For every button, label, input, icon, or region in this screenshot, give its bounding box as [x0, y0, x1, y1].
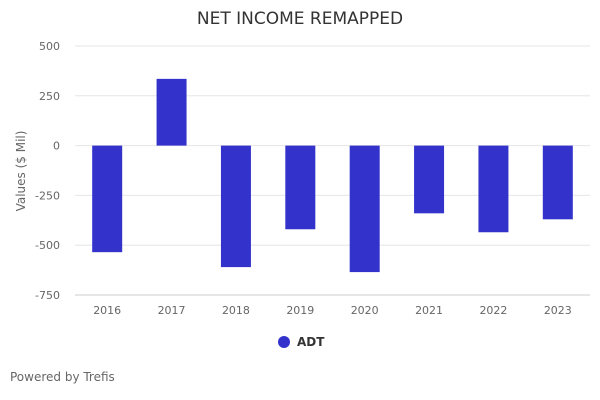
- y-axis-ticks: 500 250 0 -250 -500 -750: [35, 40, 60, 302]
- powered-by-credit[interactable]: Powered by Trefis: [10, 370, 115, 384]
- bar-2019[interactable]: [285, 145, 316, 230]
- gridlines: [75, 45, 590, 246]
- y-tick-label: 0: [53, 140, 60, 153]
- y-tick-label: -750: [35, 289, 60, 302]
- y-tick-label: -500: [35, 239, 60, 252]
- y-tick-label: 250: [39, 90, 60, 103]
- x-tick-label: 2018: [222, 304, 250, 317]
- bar-2021[interactable]: [414, 145, 445, 214]
- bars: [92, 78, 573, 273]
- bar-2017[interactable]: [156, 78, 187, 146]
- x-tick-label: 2021: [415, 304, 443, 317]
- bar-2018[interactable]: [220, 145, 251, 268]
- legend[interactable]: ADT: [278, 335, 325, 349]
- bar-2022[interactable]: [478, 145, 509, 233]
- x-tick-label: 2020: [351, 304, 379, 317]
- y-tick-label: -250: [35, 189, 60, 202]
- legend-label-adt: ADT: [297, 335, 325, 349]
- y-tick-label: 500: [39, 40, 60, 53]
- y-axis-label: Values ($ Mil): [14, 131, 28, 212]
- chart-title: NET INCOME REMAPPED: [197, 9, 403, 29]
- x-tick-label: 2017: [158, 304, 186, 317]
- bar-2016[interactable]: [92, 145, 123, 253]
- bar-2020[interactable]: [349, 145, 380, 273]
- x-tick-label: 2019: [286, 304, 314, 317]
- legend-marker-adt: [278, 336, 290, 348]
- x-tick-label: 2023: [544, 304, 572, 317]
- x-tick-label: 2016: [93, 304, 121, 317]
- x-axis-ticks: 2016 2017 2018 2019 2020 2021 2022 2023: [93, 304, 572, 317]
- bar-2023[interactable]: [542, 145, 573, 220]
- x-tick-label: 2022: [479, 304, 507, 317]
